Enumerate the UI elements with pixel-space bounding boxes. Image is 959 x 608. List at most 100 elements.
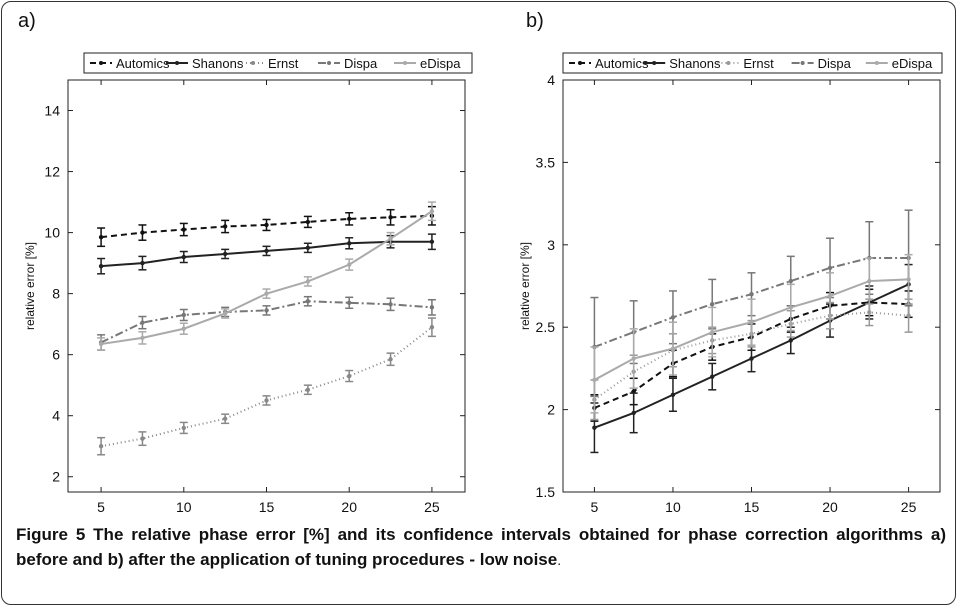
legend-marker: [99, 61, 103, 65]
y-tick-label: 3.5: [536, 154, 556, 170]
x-tick-label: 25: [424, 499, 440, 515]
legend-marker: [327, 61, 331, 65]
legend-marker: [251, 61, 255, 65]
x-axis-label: Δφ[deg]: [722, 518, 780, 520]
data-point: [388, 302, 393, 307]
data-point: [388, 215, 393, 220]
x-tick-label: 25: [901, 499, 917, 515]
data-point: [181, 326, 186, 331]
data-point: [347, 300, 352, 305]
data-point: [827, 265, 833, 271]
caption-label: Figure 5: [16, 525, 86, 544]
data-point: [710, 329, 715, 335]
y-tick-label: 6: [52, 347, 60, 363]
data-point: [222, 251, 228, 257]
data-point: [592, 377, 597, 383]
legend-label: Shanons: [669, 56, 721, 71]
legend-label: Automics: [595, 56, 649, 71]
x-tick-label: 15: [744, 499, 760, 515]
data-point: [631, 356, 636, 361]
series-edispa: [590, 253, 913, 414]
y-tick-label: 4: [52, 408, 60, 424]
data-point: [670, 315, 676, 320]
y-tick-label: 1.5: [536, 484, 556, 500]
x-axis-symbol: Δφ: [722, 518, 748, 520]
data-point: [264, 308, 269, 313]
x-tick-label: 10: [665, 499, 681, 515]
data-point: [749, 320, 754, 325]
data-point: [867, 278, 872, 284]
data-point: [429, 209, 435, 214]
plot-area: [67, 79, 466, 493]
legend-marker: [652, 61, 657, 65]
caption-end: .: [557, 552, 562, 568]
panel-a-label: a): [18, 10, 36, 32]
data-point: [305, 219, 311, 225]
legend-label: Ernst: [743, 56, 774, 71]
data-point: [181, 312, 186, 318]
legend-label: Ernst: [268, 56, 299, 71]
data-point: [388, 236, 393, 241]
data-point: [181, 227, 186, 232]
series-line: [593, 311, 909, 401]
x-tick-label: 20: [822, 499, 838, 515]
y-tick-label: 3: [547, 237, 555, 253]
data-point: [347, 241, 352, 246]
y-tick-label: 10: [44, 225, 60, 241]
panel-b-label: b): [526, 10, 544, 32]
y-tick-label: 12: [44, 164, 60, 180]
data-point: [388, 357, 393, 362]
data-point: [264, 291, 269, 296]
data-point: [906, 277, 911, 282]
y-axis-label: relative error [%]: [23, 242, 37, 330]
data-point: [749, 356, 754, 361]
data-point: [264, 248, 269, 254]
y-tick-label: 4: [547, 72, 555, 88]
data-point: [264, 222, 269, 228]
data-point: [305, 279, 311, 284]
y-tick-label: 2.5: [536, 319, 556, 335]
y-tick-label: 2: [547, 402, 555, 418]
data-point: [222, 416, 228, 421]
data-point: [140, 436, 145, 441]
legend-marker: [403, 61, 407, 65]
legend-box: [83, 52, 473, 74]
y-tick-label: 14: [44, 103, 60, 119]
chart-a: 5 10 15 20 25 2 4 6 8 10 12 14 Δφ[deg] relative error…: [23, 52, 473, 520]
data-point: [140, 335, 145, 341]
data-point: [788, 338, 793, 343]
legend-marker: [726, 61, 731, 65]
data-point: [305, 387, 311, 392]
data-point: [98, 263, 104, 269]
series-line: [100, 300, 432, 344]
data-point: [710, 374, 715, 379]
data-point: [749, 292, 754, 297]
data-point: [429, 305, 435, 310]
x-tick-label: 5: [97, 499, 105, 515]
data-point: [181, 254, 186, 260]
data-point: [429, 239, 435, 244]
data-point: [670, 346, 676, 351]
data-point: [429, 325, 435, 330]
series-automics: [97, 205, 436, 248]
legend-label: eDispa: [420, 56, 461, 71]
data-point: [140, 260, 145, 266]
data-point: [906, 313, 911, 318]
series-ernst: [97, 317, 436, 456]
x-tick-label: 10: [176, 499, 192, 515]
data-point: [305, 299, 311, 304]
figure-caption: Figure 5 The relative phase error [%] an…: [16, 522, 946, 573]
legend-label: Dispa: [818, 56, 852, 71]
legend-marker: [578, 61, 582, 65]
y-tick-label: 8: [52, 286, 60, 302]
chart-svg: 5 10 15 20 25 2 4 6 8 10 12 14 Δφ[deg] relative error…: [23, 52, 943, 520]
y-axis-label: relative error [%]: [518, 242, 532, 330]
legend-marker: [800, 61, 805, 65]
data-point: [222, 224, 228, 229]
series-edispa: [97, 201, 436, 351]
data-point: [827, 293, 833, 299]
chart-b: 5 10 15 20 25 1.5 2 2.5 3 3.5 4 Δφ[deg] relative err…: [518, 52, 943, 520]
legend-marker: [874, 61, 879, 65]
data-point: [98, 234, 104, 240]
